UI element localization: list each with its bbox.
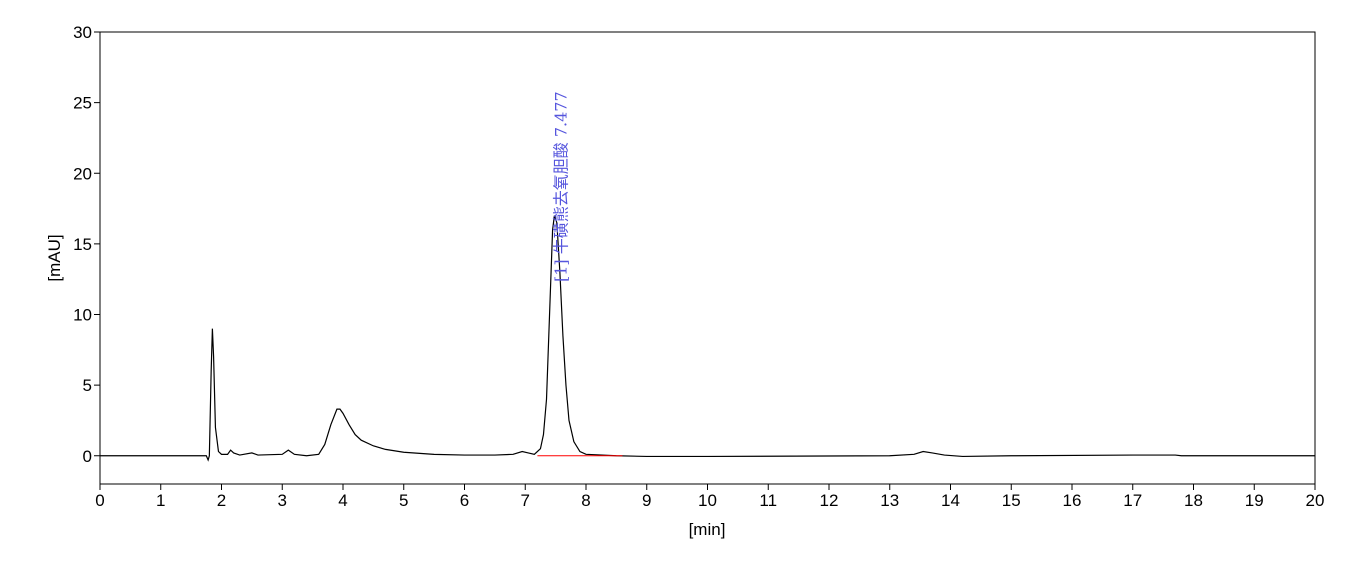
y-tick-label: 25 [73, 94, 92, 113]
x-tick-label: 2 [217, 491, 226, 510]
x-tick-label: 8 [581, 491, 590, 510]
x-tick-label: 18 [1184, 491, 1203, 510]
x-tick-label: 0 [95, 491, 104, 510]
x-axis-label: [min] [689, 520, 726, 539]
x-tick-label: 3 [278, 491, 287, 510]
y-tick-label: 15 [73, 235, 92, 254]
y-tick-label: 30 [73, 23, 92, 42]
x-tick-label: 10 [698, 491, 717, 510]
x-tick-label: 17 [1123, 491, 1142, 510]
x-tick-label: 14 [941, 491, 960, 510]
x-tick-label: 11 [759, 491, 777, 510]
y-tick-label: 0 [83, 447, 92, 466]
x-tick-label: 4 [338, 491, 347, 510]
x-tick-label: 13 [880, 491, 899, 510]
signal-line [100, 215, 1315, 462]
x-tick-label: 20 [1306, 491, 1325, 510]
x-tick-label: 6 [460, 491, 469, 510]
x-tick-label: 19 [1245, 491, 1264, 510]
y-axis-label: [mAU] [45, 234, 64, 281]
y-tick-label: 5 [83, 376, 92, 395]
y-tick-label: 20 [73, 164, 92, 183]
peak-annotation: [1] 牛磺熊去氧胆酸 7.477 [552, 91, 571, 282]
y-tick-label: 10 [73, 306, 92, 325]
x-tick-label: 9 [642, 491, 651, 510]
x-tick-label: 16 [1063, 491, 1082, 510]
x-tick-label: 7 [521, 491, 530, 510]
x-tick-label: 1 [156, 491, 165, 510]
x-tick-label: 15 [1002, 491, 1021, 510]
x-tick-label: 12 [820, 491, 839, 510]
plot-frame [99, 31, 1316, 485]
x-tick-label: 5 [399, 491, 408, 510]
